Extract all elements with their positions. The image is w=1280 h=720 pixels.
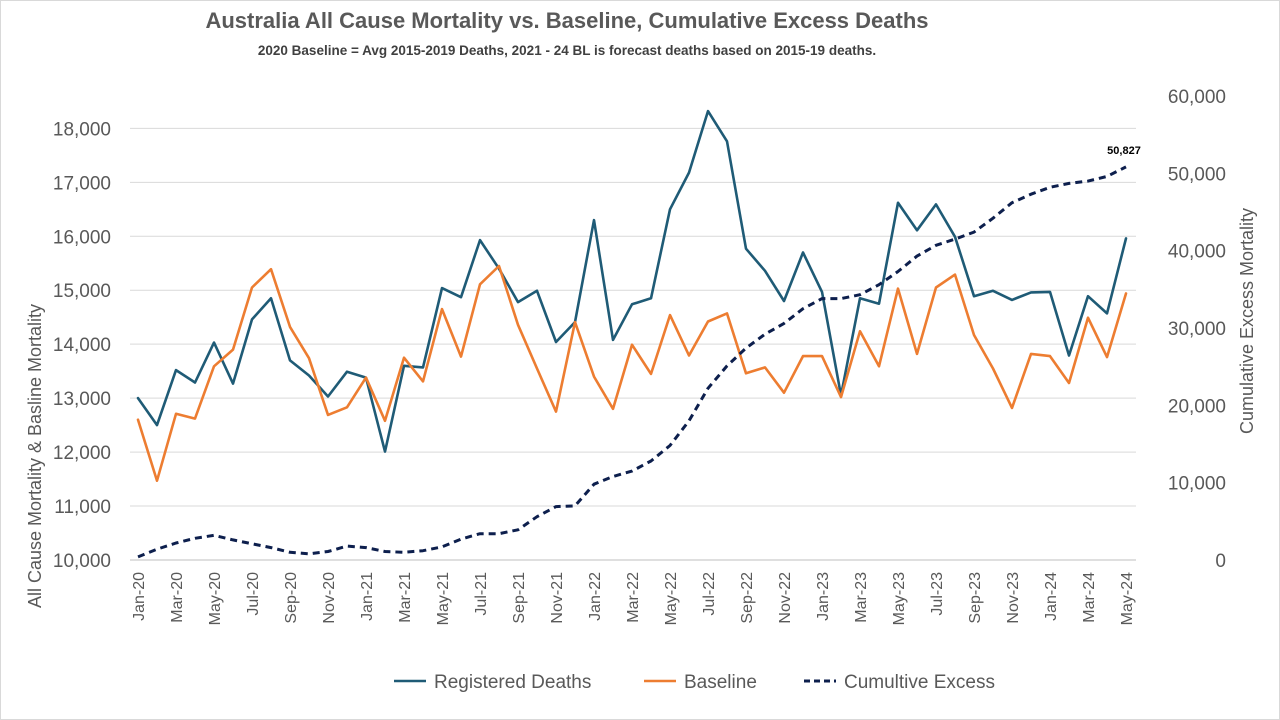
x-tick-label: Jul-20 <box>245 572 262 616</box>
series-line-cumultive-excess <box>137 165 1127 559</box>
x-tick-label: Mar-23 <box>853 572 870 623</box>
plot-area <box>136 109 1128 559</box>
legend: Registered Deaths Baseline Cumultive Exces… <box>394 672 995 693</box>
x-tick-label: Sep-20 <box>283 572 300 624</box>
y-right-tick-label: 50,000 <box>1168 164 1226 185</box>
y-right-tick-label: 10,000 <box>1168 474 1226 495</box>
x-tick-label: Mar-22 <box>625 572 642 623</box>
x-tick-label: Jul-22 <box>701 572 718 616</box>
legend-label-baseline: Baseline <box>684 672 757 693</box>
x-tick-label: Jan-21 <box>359 572 376 621</box>
y-left-tick-label: 18,000 <box>53 119 111 140</box>
x-tick-label: Jan-20 <box>131 572 148 621</box>
series-line-registered-deaths <box>136 109 1128 453</box>
x-tick-label: Jul-21 <box>473 572 490 616</box>
x-tick-label: Sep-21 <box>511 572 528 624</box>
x-tick-label: Nov-22 <box>777 572 794 624</box>
chart-title: Australia All Cause Mortality vs. Baseli… <box>205 8 928 33</box>
y-right-tick-label: 40,000 <box>1168 242 1226 263</box>
y-right-tick-label: 30,000 <box>1168 319 1226 340</box>
annotations: 50,827 <box>1107 145 1141 157</box>
legend-label-registered-deaths: Registered Deaths <box>434 672 591 693</box>
chart-subtitle: 2020 Baseline = Avg 2015-2019 Deaths, 20… <box>258 43 876 58</box>
x-tick-label: Sep-22 <box>739 572 756 624</box>
x-tick-label: Sep-23 <box>967 572 984 624</box>
y-axis-right-title: Cumulative Excess Mortality <box>1237 208 1257 434</box>
y-right-tick-label: 20,000 <box>1168 396 1226 417</box>
y-right-tick-label: 0 <box>1215 551 1226 572</box>
y-left-tick-label: 13,000 <box>53 389 111 410</box>
x-tick-label: Nov-20 <box>321 572 338 624</box>
x-tick-label: May-20 <box>207 572 224 625</box>
y-left-tick-label: 16,000 <box>53 227 111 248</box>
x-tick-label: Nov-21 <box>549 572 566 624</box>
y-left-tick-label: 15,000 <box>53 281 111 302</box>
y-right-tick-label: 60,000 <box>1168 87 1226 108</box>
y-left-tick-label: 11,000 <box>54 497 111 518</box>
axes: 10,000 11,000 12,000 13,000 14,000 15,000 16,0… <box>53 87 1226 625</box>
x-tick-label: May-23 <box>891 572 908 625</box>
x-tick-label: Jan-22 <box>587 572 604 621</box>
x-tick-label: May-24 <box>1119 572 1136 625</box>
series-line-baseline <box>136 264 1128 483</box>
x-tick-label: Jan-23 <box>815 572 832 621</box>
gridlines <box>130 127 1136 507</box>
x-tick-label: May-22 <box>663 572 680 625</box>
x-tick-label: May-21 <box>435 572 452 625</box>
x-tick-label: Mar-21 <box>397 572 414 623</box>
x-tick-label: Nov-23 <box>1005 572 1022 624</box>
x-tick-label: Mar-20 <box>169 572 186 623</box>
data-label-final-excess: 50,827 <box>1107 145 1141 157</box>
x-tick-label: Jan-24 <box>1043 572 1060 621</box>
x-tick-label: Mar-24 <box>1081 572 1098 623</box>
legend-label-cumultive-excess: Cumultive Excess <box>844 672 995 693</box>
y-axis-left-title: All Cause Mortality & Basline Mortality <box>25 304 45 608</box>
y-left-tick-label: 17,000 <box>53 173 111 194</box>
y-left-tick-label: 10,000 <box>53 551 111 572</box>
y-left-tick-label: 14,000 <box>53 335 111 356</box>
x-tick-label: Jul-23 <box>929 572 946 616</box>
y-left-tick-label: 12,000 <box>53 443 111 464</box>
